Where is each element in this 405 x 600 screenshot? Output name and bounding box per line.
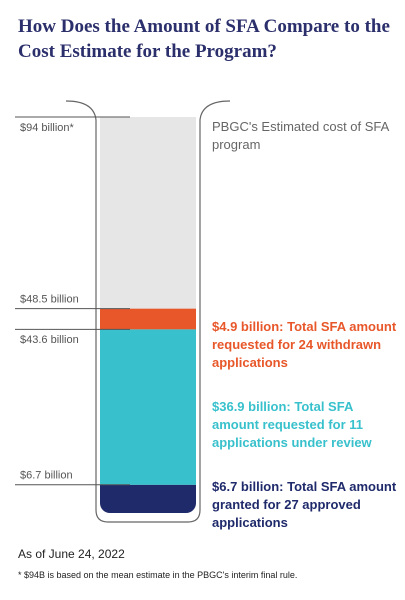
date-note: As of June 24, 2022 xyxy=(18,547,125,561)
chart-title: How Does the Amount of SFA Compare to th… xyxy=(18,16,390,62)
segment-label: $4.9 billion: Total SFA amount requested… xyxy=(212,319,397,370)
tick-label: $48.5 billion xyxy=(20,294,79,306)
estimate-label: PBGC's Estimated cost of SFA program xyxy=(212,119,389,152)
segment xyxy=(100,329,196,485)
footnote: * $94B is based on the mean estimate in … xyxy=(18,570,298,580)
segment xyxy=(100,484,196,513)
segment xyxy=(100,308,196,330)
tick-label: $94 billion* xyxy=(20,122,75,134)
segment-label: $6.7 billion: Total SFA amount granted f… xyxy=(212,479,397,530)
segment-label: $36.9 billion: Total SFA amount requeste… xyxy=(212,399,372,450)
tick-label: $43.6 billion xyxy=(20,334,79,346)
tick-label: $6.7 billion xyxy=(20,470,73,482)
tube-outline xyxy=(65,100,231,523)
